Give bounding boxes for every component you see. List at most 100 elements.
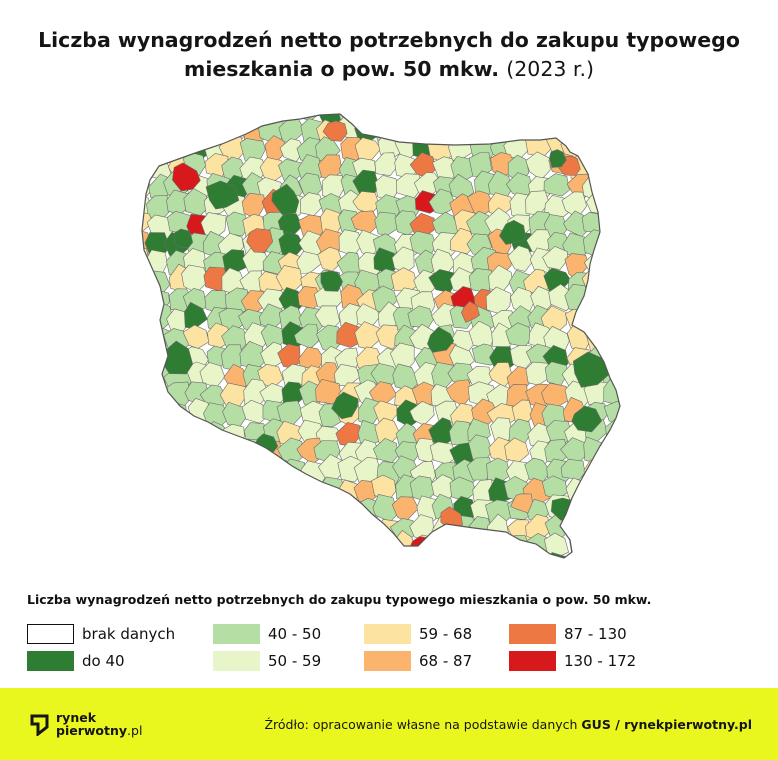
county-region <box>660 460 686 486</box>
county-region <box>625 113 648 139</box>
county-region <box>279 552 306 558</box>
county-region <box>219 550 246 558</box>
county-region <box>448 135 474 161</box>
county-region <box>586 132 613 158</box>
county-region <box>642 213 666 234</box>
county-region <box>661 480 688 504</box>
county-region <box>660 232 687 259</box>
county-region <box>203 456 228 483</box>
county-region <box>301 534 326 558</box>
county-region <box>603 308 620 335</box>
county-region <box>655 385 681 412</box>
county-region <box>392 115 419 139</box>
county-region <box>432 114 458 120</box>
county-region <box>374 152 398 177</box>
county-region <box>642 153 666 179</box>
source-prefix: Źródło: opracowanie własne na podstawie … <box>264 717 582 732</box>
county-region <box>222 515 246 541</box>
county-region <box>641 480 667 505</box>
county-region <box>619 327 620 352</box>
county-region <box>598 248 620 278</box>
county-region <box>637 401 663 425</box>
county-region <box>279 513 304 539</box>
county-region <box>640 455 665 481</box>
county-region <box>640 499 666 525</box>
county-region <box>389 554 418 558</box>
county-regions <box>142 100 707 570</box>
county-region <box>582 308 607 333</box>
county-region <box>572 351 612 388</box>
county-region <box>377 114 399 122</box>
county-region <box>318 494 343 523</box>
county-region <box>428 553 455 558</box>
county-region <box>639 516 664 539</box>
county-region <box>167 438 194 463</box>
county-region <box>142 151 153 179</box>
county-region <box>352 530 379 556</box>
county-region <box>146 459 171 484</box>
county-region <box>507 245 534 272</box>
county-region <box>622 170 644 195</box>
title-year: (2023 r.) <box>506 57 594 81</box>
county-region <box>680 116 707 144</box>
county-region <box>641 534 667 561</box>
county-region <box>603 379 620 405</box>
county-region <box>641 308 665 335</box>
county-region <box>662 308 688 333</box>
county-region <box>203 421 231 448</box>
county-region <box>601 328 620 354</box>
county-region <box>656 364 680 392</box>
county-region <box>415 116 441 140</box>
county-region <box>142 497 154 522</box>
county-region <box>222 476 249 501</box>
county-region <box>187 115 210 143</box>
county-region <box>204 531 231 557</box>
county-region <box>583 283 609 309</box>
legend-title: Liczba wynagrodzeń netto potrzebnych do … <box>27 592 652 607</box>
county-region <box>186 460 211 485</box>
county-region <box>599 174 620 200</box>
county-region <box>599 232 620 259</box>
county-region <box>142 247 151 274</box>
county-region <box>680 379 705 406</box>
legend-label-50-59: 50 - 59 <box>268 652 322 670</box>
county-region <box>640 365 666 391</box>
county-region <box>411 114 439 126</box>
county-region <box>660 406 682 429</box>
county-region <box>271 183 300 215</box>
county-region <box>586 496 613 523</box>
county-region <box>246 228 274 253</box>
county-region <box>142 381 155 408</box>
county-region <box>659 554 685 570</box>
county-region <box>432 116 460 142</box>
county-region <box>219 114 246 125</box>
county-region <box>542 245 568 270</box>
county-region <box>407 305 434 329</box>
county-region <box>260 549 288 558</box>
county-region <box>510 553 536 558</box>
county-region <box>659 421 684 447</box>
county-region <box>659 100 687 125</box>
county-region <box>678 460 706 487</box>
county-region <box>622 341 649 370</box>
county-region <box>641 417 667 444</box>
county-region <box>678 421 706 446</box>
county-region <box>142 286 154 312</box>
logo-line-1: rynek <box>56 710 97 725</box>
county-region <box>641 100 667 118</box>
county-region <box>187 479 214 505</box>
county-region <box>638 231 662 257</box>
county-region <box>680 192 703 218</box>
title-line-1: Liczba wynagrodzeń netto potrzebnych do … <box>38 28 740 52</box>
county-region <box>638 342 664 368</box>
county-region <box>188 553 213 558</box>
county-region <box>582 478 608 504</box>
county-region <box>199 476 229 505</box>
county-region <box>470 534 497 558</box>
county-region <box>547 114 573 120</box>
legend-swatch-50-59 <box>213 651 260 671</box>
county-region <box>543 552 570 558</box>
county-region <box>676 100 702 123</box>
county-region <box>560 458 586 481</box>
county-region <box>299 519 326 543</box>
